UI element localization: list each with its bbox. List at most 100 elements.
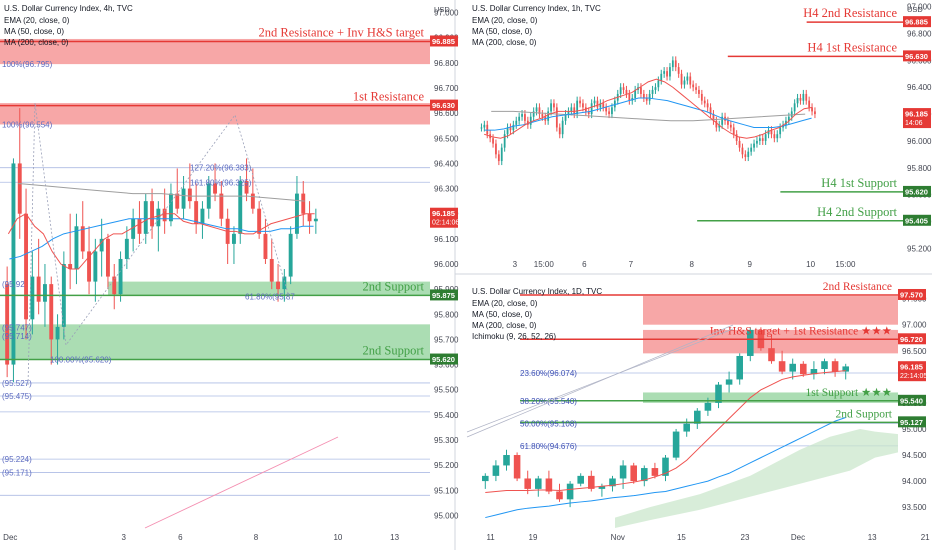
candle-body: [156, 208, 161, 227]
x-tick-label: 15: [677, 533, 686, 542]
fib-label: 38.20%(95.540): [520, 397, 577, 406]
candle-body: [700, 93, 703, 101]
candle-body: [535, 478, 542, 489]
candle-body: [257, 208, 262, 234]
candle-body: [579, 100, 581, 104]
trend-line: [144, 436, 339, 529]
price-tag: [903, 16, 931, 28]
candle-body: [269, 258, 274, 282]
fib-label: 161.80%(96.325): [190, 178, 252, 187]
y-tick-label: 96.800: [434, 59, 459, 68]
candle-body: [756, 140, 758, 144]
candle-body: [263, 233, 268, 259]
candle-body: [483, 124, 486, 128]
candle-body: [725, 379, 733, 385]
candle-body: [753, 143, 755, 148]
candle-body: [805, 93, 808, 101]
price-tag-text: 95.127: [900, 418, 923, 427]
fib-label: 61.80%(94.676): [520, 442, 577, 451]
x-tick-label: Dec: [3, 533, 17, 542]
price-tag: [430, 289, 458, 301]
x-tick-label: 13: [390, 533, 399, 542]
x-tick-label: Nov: [611, 533, 625, 542]
candle-body: [187, 188, 192, 202]
candle-body: [538, 107, 541, 115]
price-tag: [430, 35, 458, 47]
candle-body: [750, 147, 753, 152]
price-tag-timer: 22:14:05: [900, 373, 927, 380]
candle-body: [200, 208, 205, 224]
candle-body: [162, 208, 167, 222]
candle-body: [628, 93, 631, 101]
candle-body: [686, 76, 689, 81]
candle-body: [36, 276, 41, 302]
x-tick-label: 10: [333, 533, 342, 542]
candle-body: [773, 134, 776, 139]
candle-body: [654, 87, 657, 90]
x-tick-label: 10: [806, 260, 815, 269]
candle-body: [529, 116, 532, 125]
fib-label: (95.714): [2, 332, 32, 341]
y-tick-label: 95.600: [434, 361, 459, 370]
ichimoku-cloud: [615, 428, 898, 528]
candle-body: [550, 103, 552, 112]
candle-body: [596, 100, 599, 108]
x-tick-label: 13: [868, 533, 877, 542]
candle-body: [738, 140, 741, 148]
candle-body: [660, 73, 663, 81]
candle-body: [662, 457, 669, 476]
candle-body: [704, 402, 712, 411]
candle-body: [526, 120, 529, 125]
candle-body: [194, 201, 199, 224]
legend-item: Ichimoku (9, 26, 52, 26): [472, 332, 556, 341]
candle-body: [613, 100, 616, 108]
candle-body: [677, 67, 680, 74]
x-tick-label: 21: [921, 533, 930, 542]
candle-body: [683, 423, 690, 432]
candle-body: [566, 483, 574, 500]
y-tick-label: 95.700: [434, 335, 459, 344]
y-tick-label: 96.000: [907, 137, 932, 146]
legend-item: MA (50, close, 0): [472, 27, 532, 36]
x-tick-label: 6: [582, 260, 587, 269]
candle-body: [810, 369, 818, 375]
fib-label: 50.00%(95.108): [520, 419, 577, 428]
chart-title: U.S. Dollar Currency Index, 4h, TVC: [4, 4, 133, 13]
price-tag-text: 95.540: [900, 396, 923, 405]
level-label: Inv H&S target + 1st Resistance ★★★: [710, 325, 892, 337]
candle-body: [553, 103, 555, 108]
price-tag-text: 96.630: [905, 52, 928, 61]
candle-body: [698, 89, 700, 94]
level-label: 2nd Support: [363, 344, 425, 358]
legend-item: EMA (20, close, 0): [472, 299, 538, 308]
candle-body: [729, 124, 732, 128]
candle-body: [651, 89, 654, 94]
price-tag-text: 96.185: [905, 110, 928, 119]
candle-body: [602, 103, 605, 108]
candle-body: [735, 134, 738, 141]
y-tick-label: 96.700: [434, 84, 459, 93]
candle-body: [715, 120, 718, 128]
level-label: 2nd Support: [835, 408, 892, 420]
candle-body: [573, 107, 576, 115]
candle-body: [87, 251, 92, 282]
level-label: H4 2nd Support: [817, 205, 897, 219]
candle-body: [814, 111, 816, 115]
x-tick-label: 15:00: [534, 260, 555, 269]
candle-body: [313, 218, 318, 222]
x-tick-label: 9: [747, 260, 752, 269]
candle-body: [799, 97, 802, 101]
price-tag-text: 96.720: [900, 335, 923, 344]
candle-body: [619, 465, 627, 479]
candle-body: [68, 264, 73, 270]
legend-item: MA (50, close, 0): [4, 27, 64, 36]
candle-body: [674, 60, 677, 68]
candle-body: [524, 114, 526, 121]
level-label: H4 1st Support: [821, 176, 897, 190]
candle-body: [17, 163, 22, 214]
candle-body: [599, 103, 602, 108]
price-tag-timer: 14:06: [905, 120, 923, 127]
candle-body: [715, 384, 722, 403]
candle-body: [131, 218, 136, 239]
candle-body: [811, 107, 813, 112]
